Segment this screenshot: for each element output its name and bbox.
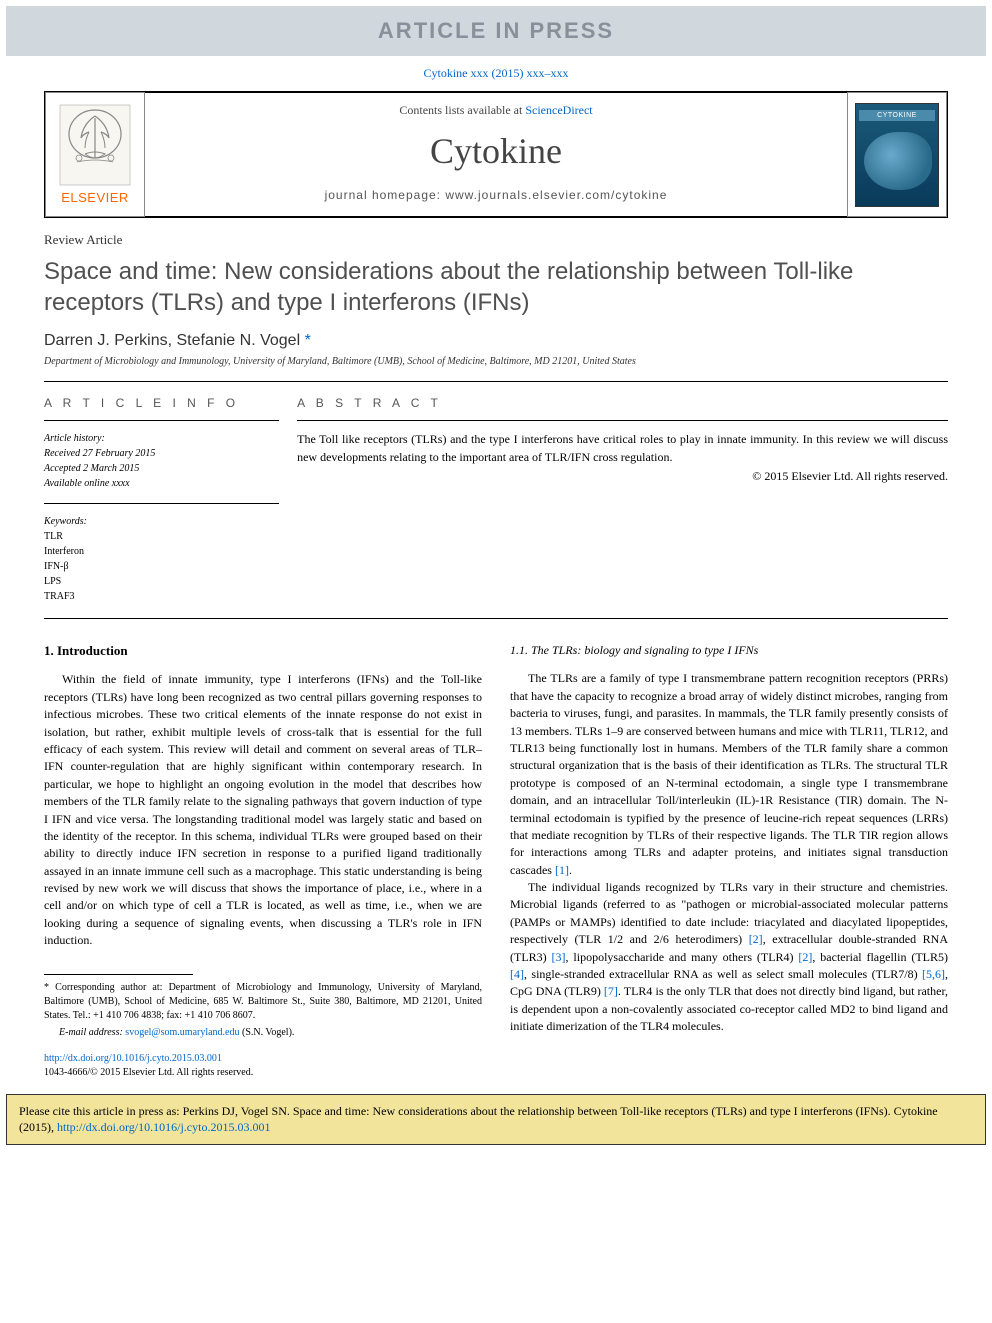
available-date: Available online xxxx: [44, 478, 130, 489]
doi-block: http://dx.doi.org/10.1016/j.cyto.2015.03…: [44, 1052, 482, 1080]
affiliation: Department of Microbiology and Immunolog…: [44, 356, 948, 367]
keyword: TLR: [44, 529, 279, 544]
keyword: TRAF3: [44, 589, 279, 604]
article-type: Review Article: [44, 232, 948, 248]
ref-link[interactable]: [1]: [555, 863, 569, 877]
citation-link[interactable]: Cytokine xxx (2015) xxx–xxx: [424, 66, 569, 80]
article-info-header: A R T I C L E I N F O: [44, 396, 279, 410]
accepted-date: Accepted 2 March 2015: [44, 463, 139, 474]
abstract-column: A B S T R A C T The Toll like receptors …: [297, 382, 948, 618]
intro-heading: 1. Introduction: [44, 643, 482, 659]
abstract-copyright: © 2015 Elsevier Ltd. All rights reserved…: [297, 468, 948, 485]
journal-name: Cytokine: [156, 130, 836, 172]
history-label: Article history:: [44, 433, 105, 444]
article-info-column: A R T I C L E I N F O Article history: R…: [44, 382, 297, 618]
keywords-label: Keywords:: [44, 514, 279, 529]
right-column: 1.1. The TLRs: biology and signaling to …: [510, 643, 948, 1079]
sciencedirect-link[interactable]: ScienceDirect: [525, 103, 592, 117]
ref-link[interactable]: [2]: [798, 950, 812, 964]
article-title: Space and time: New considerations about…: [44, 256, 948, 318]
author-names: Darren J. Perkins, Stefanie N. Vogel: [44, 332, 305, 349]
email-label: E-mail address:: [59, 1027, 125, 1038]
keyword: IFN-β: [44, 559, 279, 574]
subsection-heading: 1.1. The TLRs: biology and signaling to …: [510, 643, 948, 658]
right-paragraph-1: The TLRs are a family of type I transmem…: [510, 670, 948, 879]
journal-homepage: journal homepage: www.journals.elsevier.…: [156, 188, 836, 202]
corresponding-marker[interactable]: *: [305, 332, 311, 349]
journal-cover[interactable]: CYTOKINE: [847, 92, 947, 217]
ref-link[interactable]: [2]: [749, 932, 763, 946]
doi-link[interactable]: http://dx.doi.org/10.1016/j.cyto.2015.03…: [44, 1053, 222, 1064]
footnote-rule: [44, 974, 193, 975]
elsevier-logo[interactable]: ELSEVIER: [45, 92, 145, 217]
corresponding-footnote: * Corresponding author at: Department of…: [44, 981, 482, 1023]
citation-doi-link[interactable]: http://dx.doi.org/10.1016/j.cyto.2015.03…: [57, 1120, 270, 1134]
citation-line: Cytokine xxx (2015) xxx–xxx: [0, 56, 992, 87]
keyword: LPS: [44, 574, 279, 589]
ref-link[interactable]: [3]: [552, 950, 566, 964]
email-suffix: (S.N. Vogel).: [240, 1027, 295, 1038]
issn-copyright: 1043-4666/© 2015 Elsevier Ltd. All right…: [44, 1067, 253, 1078]
right-paragraph-2: The individual ligands recognized by TLR…: [510, 879, 948, 1036]
left-column: 1. Introduction Within the field of inna…: [44, 643, 482, 1079]
article-in-press-banner: ARTICLE IN PRESS: [6, 6, 986, 56]
ref-link[interactable]: [7]: [604, 984, 618, 998]
abstract-text: The Toll like receptors (TLRs) and the t…: [297, 432, 948, 463]
banner-text: ARTICLE IN PRESS: [378, 18, 614, 43]
citation-box: Please cite this article in press as: Pe…: [6, 1094, 986, 1146]
keyword: Interferon: [44, 544, 279, 559]
abstract-header: A B S T R A C T: [297, 396, 948, 410]
journal-header: ELSEVIER Contents lists available at Sci…: [44, 91, 948, 218]
cover-thumbnail: CYTOKINE: [855, 103, 939, 207]
email-line: E-mail address: svogel@som.umaryland.edu…: [44, 1027, 482, 1038]
received-date: Received 27 February 2015: [44, 448, 155, 459]
elsevier-label: ELSEVIER: [61, 190, 129, 205]
email-link[interactable]: svogel@som.umaryland.edu: [125, 1027, 239, 1038]
ref-link[interactable]: [5,6]: [922, 967, 945, 981]
contents-prefix: Contents lists available at: [399, 103, 525, 117]
authors: Darren J. Perkins, Stefanie N. Vogel *: [44, 332, 948, 350]
cover-label: CYTOKINE: [859, 110, 935, 121]
ref-link[interactable]: [4]: [510, 967, 524, 981]
elsevier-tree-icon: [59, 104, 131, 186]
intro-paragraph: Within the field of innate immunity, typ…: [44, 671, 482, 949]
